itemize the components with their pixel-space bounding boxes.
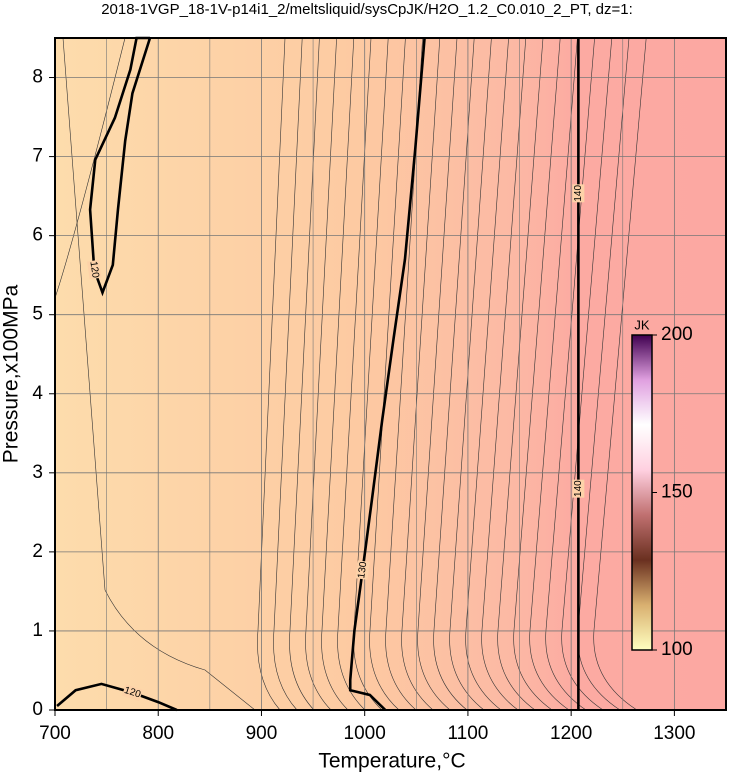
plot-background: [55, 38, 726, 710]
x-axis-label: Temperature,°C: [318, 750, 465, 773]
x-tick-label: 1200: [550, 723, 592, 744]
y-tick-label: 8: [32, 67, 43, 88]
minor-contour: [305, 37, 337, 711]
x-tick-label: 800: [142, 723, 174, 744]
minor-contour: [465, 37, 509, 711]
minor-contour: [337, 37, 372, 711]
minor-contour: [561, 37, 613, 711]
contour-label: 130: [356, 561, 369, 579]
contour-label-bg: [355, 560, 370, 580]
y-tick-label: 6: [32, 225, 43, 246]
contour-label-bg: [86, 259, 102, 280]
minor-contour: [545, 37, 595, 711]
minor-contour: [401, 37, 441, 711]
colorbar-tick-label: 150: [661, 482, 693, 503]
contour-label: 120: [123, 685, 143, 701]
chart-title: 2018-1VGP_18-1V-p14i1_2/meltsliquid/sysC…: [101, 1, 633, 18]
y-tick-label: 2: [32, 541, 43, 562]
x-tick-label: 900: [246, 723, 278, 744]
minor-contour: [417, 37, 458, 711]
contour-label-bg: [572, 184, 585, 203]
x-tick-label: 1000: [344, 723, 386, 744]
x-tick-label: 1100: [447, 723, 488, 744]
y-tick-label: 4: [32, 383, 43, 404]
minor-contour: [369, 37, 406, 711]
minor-contour: [54, 37, 126, 299]
x-tick-label: 1300: [653, 723, 695, 744]
x-tick-label: 700: [39, 723, 71, 744]
y-tick-label: 1: [32, 620, 43, 641]
minor-contour: [529, 37, 578, 711]
minor-contour: [273, 37, 303, 711]
colorbar: [631, 334, 653, 651]
y-tick-label: 0: [32, 699, 43, 720]
contour-label: 120: [87, 261, 100, 280]
minor-contour: [497, 37, 544, 711]
contour-label: 140: [573, 480, 584, 497]
minor-contour: [289, 37, 320, 711]
y-tick-label: 3: [32, 462, 43, 483]
minor-contour: [433, 37, 475, 711]
minor-contour: [385, 37, 423, 711]
contour-line: [348, 37, 426, 711]
minor-contour: [481, 37, 527, 711]
contour-label: 140: [573, 185, 584, 202]
contour-label-bg: [572, 479, 585, 498]
minor-contour: [257, 37, 286, 711]
y-axis-label: Pressure,x100MPa: [0, 284, 23, 463]
y-tick-label: 5: [32, 304, 43, 325]
minor-contour: [449, 37, 492, 711]
contour-label-bg: [122, 684, 143, 702]
plot-frame: [54, 37, 727, 711]
contour-line: [56, 682, 178, 712]
colorbar-tick-label: 100: [661, 639, 693, 660]
colorbar-tick-label: 200: [661, 324, 693, 345]
minor-contour: [321, 37, 355, 711]
y-tick-label: 7: [32, 146, 43, 167]
colorbar-label: JK: [634, 317, 650, 332]
minor-contour: [593, 37, 647, 711]
